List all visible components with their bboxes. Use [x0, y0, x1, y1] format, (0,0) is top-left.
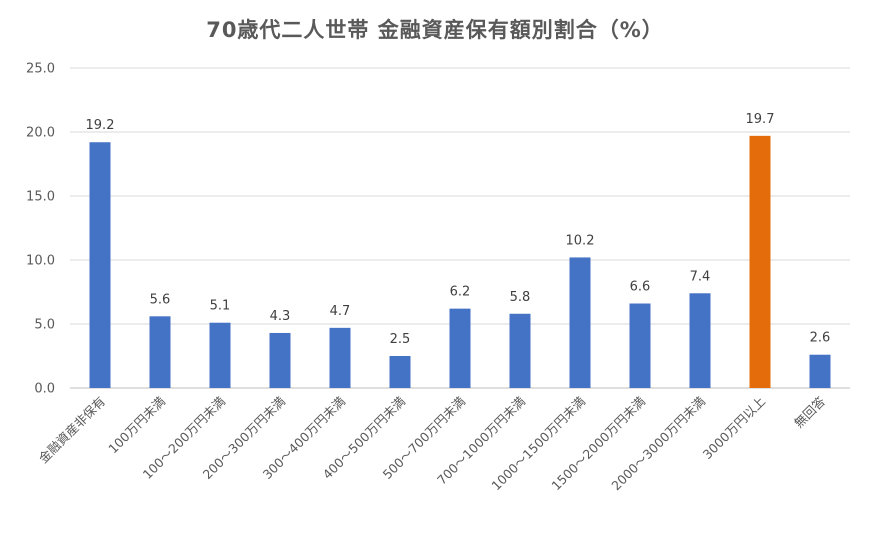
x-category-label: 金融資産非保有: [36, 394, 108, 466]
bar: [749, 135, 771, 388]
data-label: 2.5: [390, 332, 411, 347]
bar: [509, 313, 531, 388]
data-label: 6.6: [630, 280, 651, 295]
chart-title: 70歳代二人世帯 金融資産保有額別割合（%）: [206, 18, 664, 42]
bar: [209, 322, 231, 388]
y-tick-label: 15.0: [26, 190, 55, 205]
data-label: 19.2: [86, 118, 115, 133]
data-label: 7.4: [690, 269, 711, 284]
y-tick-label: 0.0: [34, 382, 55, 397]
y-tick-label: 25.0: [26, 62, 55, 77]
bar: [569, 257, 591, 388]
data-label: 4.7: [330, 304, 351, 319]
bar: [89, 142, 111, 388]
data-label: 4.3: [270, 309, 291, 324]
bar: [629, 303, 651, 388]
data-label: 2.6: [810, 331, 831, 346]
bar: [389, 356, 411, 388]
bar: [689, 293, 711, 388]
bar: [809, 354, 831, 388]
x-category-label: 無回答: [791, 393, 828, 430]
y-tick-label: 10.0: [26, 254, 55, 269]
data-label: 5.1: [210, 299, 231, 314]
y-tick-label: 20.0: [26, 126, 55, 141]
data-label: 19.7: [746, 112, 775, 127]
bar: [449, 308, 471, 388]
y-tick-label: 5.0: [34, 318, 55, 333]
bar: [269, 332, 291, 388]
data-label: 5.8: [510, 290, 531, 305]
x-category-label: 3000万円以上: [700, 394, 768, 462]
x-category-label: 100万円未満: [105, 394, 168, 457]
data-label: 6.2: [450, 285, 471, 300]
bar: [329, 327, 351, 388]
bar: [149, 316, 171, 388]
data-label: 10.2: [566, 233, 595, 248]
data-label: 5.6: [150, 292, 171, 307]
